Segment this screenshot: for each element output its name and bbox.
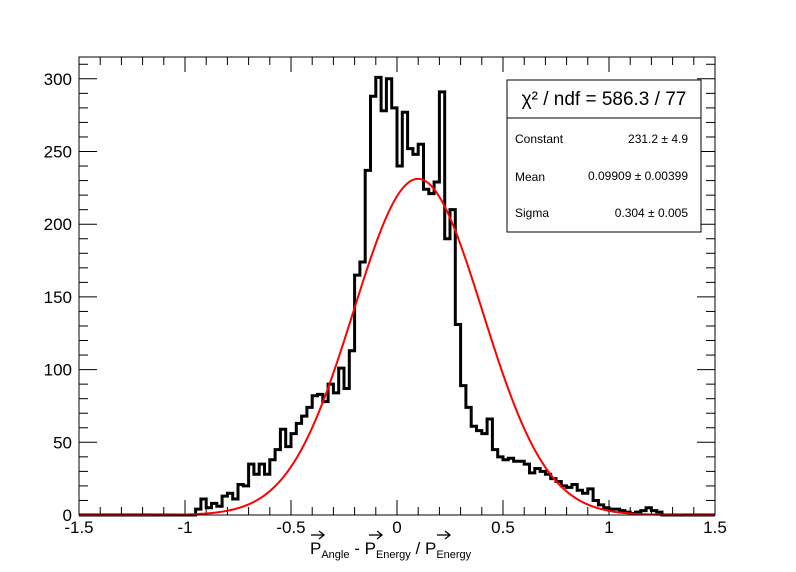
x-tick-label: 1 [604,518,613,537]
xlabel-sep: / [411,539,425,558]
y-tick-labels: 0 50 100 150 200 250 300 [44,70,72,525]
y-tick-label: 200 [44,215,72,234]
y-tick-label: 100 [44,361,72,380]
vector-arrow-icon [311,530,326,540]
stats-sigma-label: Sigma [515,206,549,220]
xlabel-sub1: Angle [321,549,349,561]
xlabel-p1: P [310,539,321,558]
stats-title: χ² / ndf = 586.3 / 77 [522,89,687,110]
y-tick-label: 150 [44,288,72,307]
y-tick-label: 0 [63,506,72,525]
xlabel-sub3: Energy [436,549,471,561]
histogram-series [79,75,715,517]
x-tick-label: -1 [177,518,192,537]
x-tick-label: -0.5 [276,518,305,537]
y-tick-label: 50 [53,433,72,452]
x-tick-label: 0 [392,518,401,537]
xlabel-sub2: Energy [376,549,411,561]
stats-box: χ² / ndf = 586.3 / 77 Constant 231.2 ± 4… [506,79,702,233]
stats-mean-value: 0.09909 ± 0.00399 [588,169,688,183]
vector-arrow-icon [369,530,384,540]
stats-mean-label: Mean [515,170,545,184]
y-tick-label: 300 [44,70,72,89]
xlabel-p3: P [425,539,436,558]
x-tick-label: 1.5 [703,518,727,537]
x-tick-label: -1.5 [64,518,93,537]
xlabel-mid: - [349,539,364,558]
x-tick-labels: -1.5 -1 -0.5 0 0.5 1 1.5 [64,518,726,537]
plot-frame [78,56,716,516]
vector-arrow-icon [437,530,452,540]
axes-ticks [78,57,716,516]
stats-constant-label: Constant [515,132,564,146]
stats-constant-value: 231.2 ± 4.9 [628,132,688,146]
x-axis-title: PAngle - PEnergy / PEnergy [310,530,472,561]
svg-text:PAngle - PEnergy / PEnergy: PAngle - PEnergy / PEnergy [310,539,472,561]
x-tick-label: 0.5 [491,518,515,537]
xlabel-p2: P [365,539,376,558]
y-tick-label: 250 [44,143,72,162]
stats-sigma-value: 0.304 ± 0.005 [615,206,689,220]
